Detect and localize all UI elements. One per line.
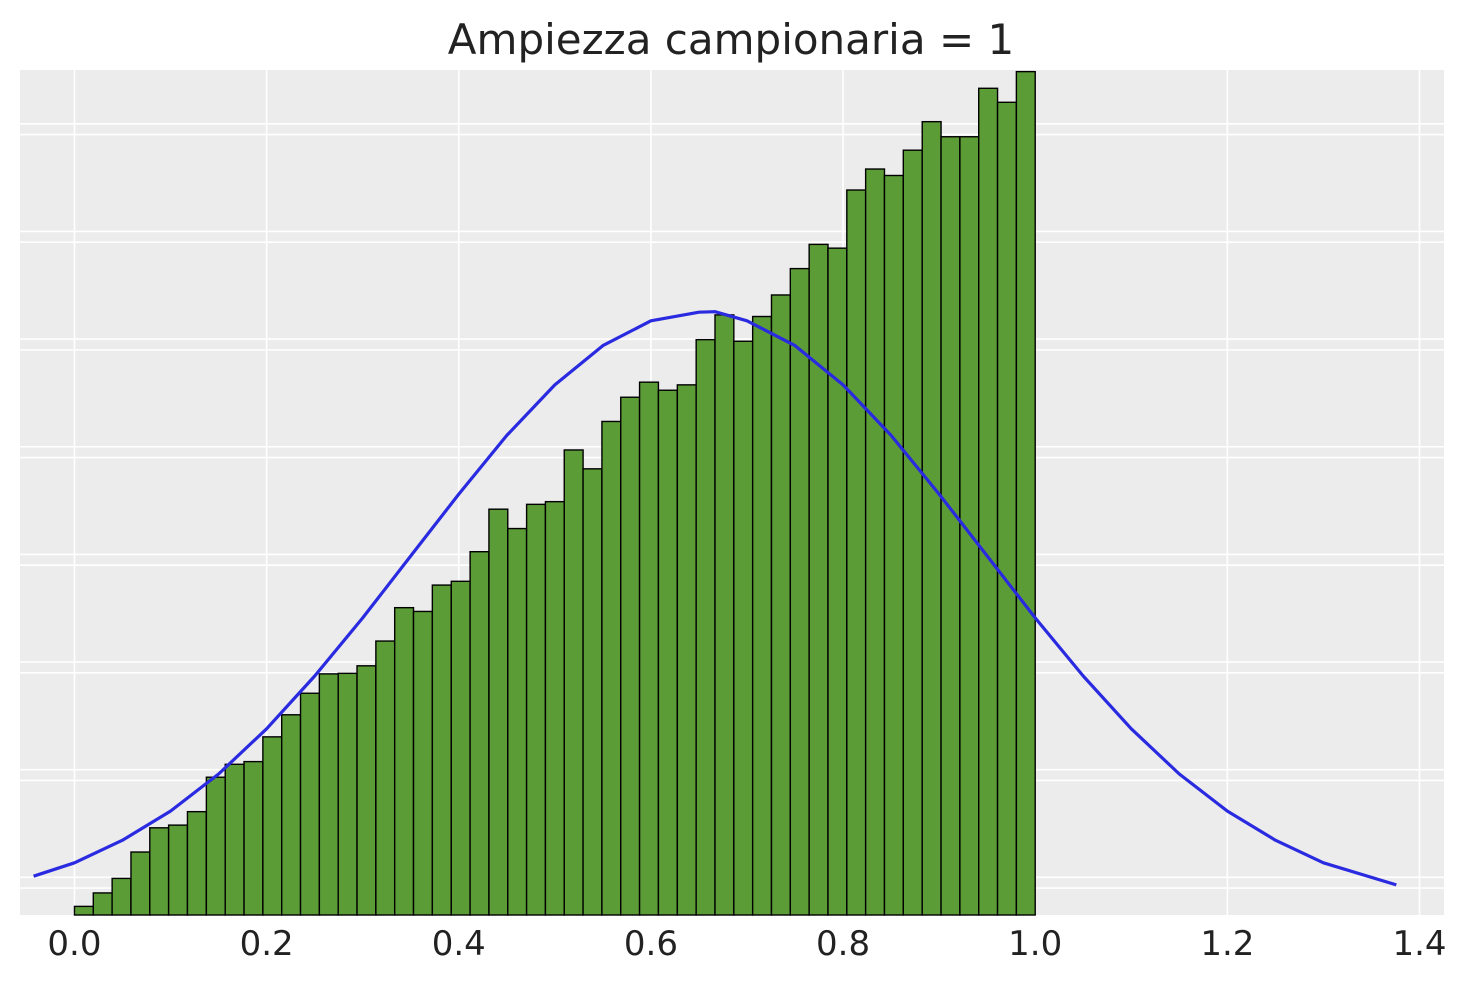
histogram-bar: [205, 776, 226, 916]
x-tick-label: 0.6: [624, 924, 678, 964]
density-line: [33, 310, 1397, 887]
histogram-bar: [714, 314, 735, 916]
histogram-bar: [601, 420, 622, 916]
histogram-bar: [563, 449, 584, 916]
histogram-bar: [262, 736, 283, 916]
histogram-bar: [450, 580, 471, 916]
histogram-bar: [921, 120, 942, 916]
histogram-bar: [902, 149, 923, 916]
histogram-bar: [356, 665, 377, 916]
histogram-bars: [73, 70, 1036, 916]
histogram-bar: [111, 877, 132, 916]
x-axis-ticks: 0.0 0.2 0.4 0.6 0.8 1.0 1.2 1.4: [47, 924, 1446, 964]
histogram-bar: [281, 714, 302, 916]
histogram-bar: [770, 294, 792, 916]
histogram-bar: [412, 610, 434, 916]
x-tick-label: 0.2: [240, 924, 294, 964]
histogram-bar: [751, 315, 773, 916]
histogram-bar: [864, 168, 886, 916]
histogram-bar: [337, 672, 358, 916]
histogram-bar: [92, 892, 113, 916]
density-curve: [33, 310, 1397, 887]
histogram-bar: [827, 247, 848, 916]
histogram-bar: [488, 508, 509, 916]
histogram-bar: [978, 87, 999, 916]
histogram-bar: [167, 824, 189, 916]
histogram-bar: [808, 243, 829, 916]
histogram-bar: [507, 527, 528, 916]
histogram-bar: [130, 851, 151, 916]
x-tick-label: 0.0: [47, 924, 101, 964]
histogram-bar: [657, 389, 678, 916]
x-tick-label: 1.4: [1392, 924, 1446, 964]
x-tick-label: 1.2: [1200, 924, 1254, 964]
histogram-bar: [883, 174, 905, 916]
histogram-bar: [224, 763, 245, 916]
histogram-bar: [695, 338, 716, 916]
histogram-bar: [582, 468, 603, 916]
histogram-bar: [431, 584, 452, 916]
histogram-bar: [243, 760, 264, 916]
histogram-bar: [789, 267, 810, 916]
histogram-bar: [620, 396, 641, 916]
histogram-bar: [469, 551, 490, 916]
histogram-bar: [1015, 70, 1036, 916]
histogram-bar: [393, 606, 415, 916]
x-tick-label: 1.0: [1008, 924, 1062, 964]
x-tick-label: 0.8: [816, 924, 870, 964]
histogram-bar: [676, 384, 697, 916]
histogram-bar: [186, 810, 207, 916]
chart-title: Ampiezza campionaria = 1: [448, 15, 1014, 64]
histogram-bar: [996, 101, 1018, 916]
histogram-bar: [940, 136, 961, 916]
histogram-bar: [846, 189, 867, 916]
histogram-bar: [733, 340, 754, 916]
histogram-bar: [299, 692, 321, 916]
histogram-bar: [375, 640, 396, 916]
histogram-bar: [149, 827, 170, 916]
histogram-bar: [544, 500, 565, 916]
histogram-bar: [638, 381, 660, 916]
x-tick-label: 0.4: [432, 924, 486, 964]
histogram-bar: [73, 905, 95, 916]
histogram-bar: [525, 503, 547, 916]
histogram-bar: [318, 673, 339, 916]
